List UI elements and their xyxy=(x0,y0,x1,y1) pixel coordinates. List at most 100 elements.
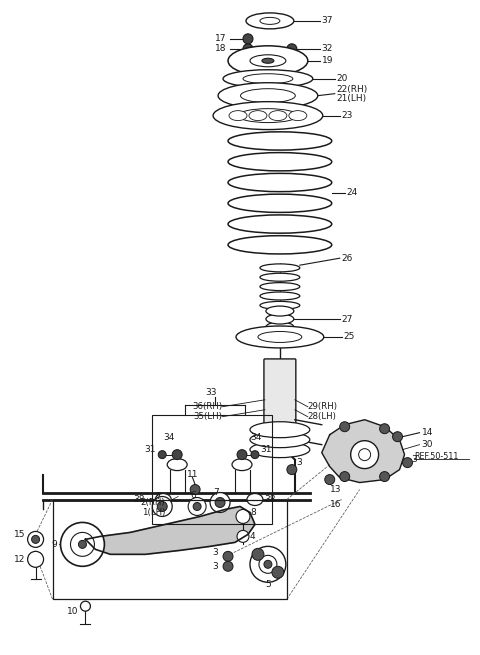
Circle shape xyxy=(71,533,95,556)
Circle shape xyxy=(359,449,371,460)
Ellipse shape xyxy=(228,132,332,150)
Ellipse shape xyxy=(238,109,298,122)
Text: 3: 3 xyxy=(296,458,301,467)
Text: 7: 7 xyxy=(155,492,161,501)
Ellipse shape xyxy=(260,18,280,24)
Text: 18: 18 xyxy=(215,45,226,53)
Ellipse shape xyxy=(250,422,310,438)
Circle shape xyxy=(340,422,350,432)
Circle shape xyxy=(158,451,166,458)
Polygon shape xyxy=(85,506,255,554)
Ellipse shape xyxy=(236,326,324,348)
Ellipse shape xyxy=(289,111,307,121)
Circle shape xyxy=(250,546,286,582)
Text: 27: 27 xyxy=(342,314,353,324)
Circle shape xyxy=(340,472,350,481)
Ellipse shape xyxy=(243,74,293,84)
Text: 37: 37 xyxy=(322,16,333,26)
Text: 3: 3 xyxy=(212,548,218,557)
Text: 36(RH): 36(RH) xyxy=(192,402,222,411)
Circle shape xyxy=(190,485,200,495)
Text: 28(LH): 28(LH) xyxy=(308,412,336,421)
Ellipse shape xyxy=(250,432,310,447)
Text: REF.50-511: REF.50-511 xyxy=(415,452,459,461)
Circle shape xyxy=(243,44,253,54)
Text: 30: 30 xyxy=(421,440,433,449)
Circle shape xyxy=(237,531,249,542)
FancyBboxPatch shape xyxy=(264,359,296,436)
Circle shape xyxy=(172,449,182,460)
Ellipse shape xyxy=(249,111,267,121)
Circle shape xyxy=(188,498,206,515)
Circle shape xyxy=(259,555,277,573)
Ellipse shape xyxy=(262,58,274,64)
Text: 31: 31 xyxy=(145,445,156,454)
Text: 33: 33 xyxy=(205,388,216,398)
Circle shape xyxy=(251,451,259,458)
Text: 3: 3 xyxy=(411,455,417,464)
Circle shape xyxy=(287,464,297,475)
Circle shape xyxy=(157,502,167,512)
Circle shape xyxy=(325,475,335,485)
Text: 5: 5 xyxy=(265,580,271,589)
Circle shape xyxy=(237,449,247,460)
Ellipse shape xyxy=(266,322,294,332)
Circle shape xyxy=(393,432,403,441)
Circle shape xyxy=(32,535,39,544)
Text: 25: 25 xyxy=(344,333,355,341)
Ellipse shape xyxy=(266,314,294,324)
Text: 8: 8 xyxy=(250,508,256,517)
Circle shape xyxy=(223,552,233,561)
Text: 26: 26 xyxy=(342,253,353,263)
Ellipse shape xyxy=(266,306,294,316)
Text: 15: 15 xyxy=(14,530,25,539)
Circle shape xyxy=(264,560,272,569)
Text: 16: 16 xyxy=(330,500,341,509)
Circle shape xyxy=(28,552,44,567)
Circle shape xyxy=(403,458,412,468)
Ellipse shape xyxy=(213,102,323,130)
Text: 38: 38 xyxy=(264,495,276,504)
Circle shape xyxy=(380,472,390,481)
Ellipse shape xyxy=(228,46,308,76)
Ellipse shape xyxy=(269,111,287,121)
Text: 3: 3 xyxy=(212,562,218,571)
Ellipse shape xyxy=(260,273,300,281)
Text: 12: 12 xyxy=(14,555,25,564)
Circle shape xyxy=(287,44,297,54)
Text: 13: 13 xyxy=(330,485,341,494)
Circle shape xyxy=(210,493,230,512)
Text: 20: 20 xyxy=(336,74,348,83)
Circle shape xyxy=(351,441,379,468)
Text: 7: 7 xyxy=(213,488,219,497)
Circle shape xyxy=(272,567,284,578)
Ellipse shape xyxy=(228,153,332,171)
Ellipse shape xyxy=(260,292,300,300)
Circle shape xyxy=(81,601,90,611)
Ellipse shape xyxy=(260,283,300,291)
Ellipse shape xyxy=(228,236,332,254)
Circle shape xyxy=(60,523,104,567)
Text: 32: 32 xyxy=(322,45,333,53)
Text: 35(LH): 35(LH) xyxy=(193,412,222,421)
Text: 17: 17 xyxy=(215,34,226,43)
Text: 19: 19 xyxy=(322,56,333,66)
Text: 1(LH): 1(LH) xyxy=(142,508,165,517)
Circle shape xyxy=(78,540,86,548)
Text: 2(RH): 2(RH) xyxy=(141,498,165,507)
Ellipse shape xyxy=(240,88,295,103)
Polygon shape xyxy=(322,420,405,483)
Text: 21(LH): 21(LH) xyxy=(336,94,367,103)
Text: 9: 9 xyxy=(52,540,58,549)
Text: 14: 14 xyxy=(421,428,433,437)
Ellipse shape xyxy=(155,493,171,506)
Ellipse shape xyxy=(228,194,332,212)
Ellipse shape xyxy=(167,458,187,470)
Text: 24: 24 xyxy=(347,189,358,197)
Circle shape xyxy=(236,510,250,523)
Text: 6: 6 xyxy=(190,491,196,500)
Text: 31: 31 xyxy=(260,445,272,454)
Circle shape xyxy=(193,502,201,510)
Circle shape xyxy=(28,531,44,548)
Ellipse shape xyxy=(247,493,263,506)
